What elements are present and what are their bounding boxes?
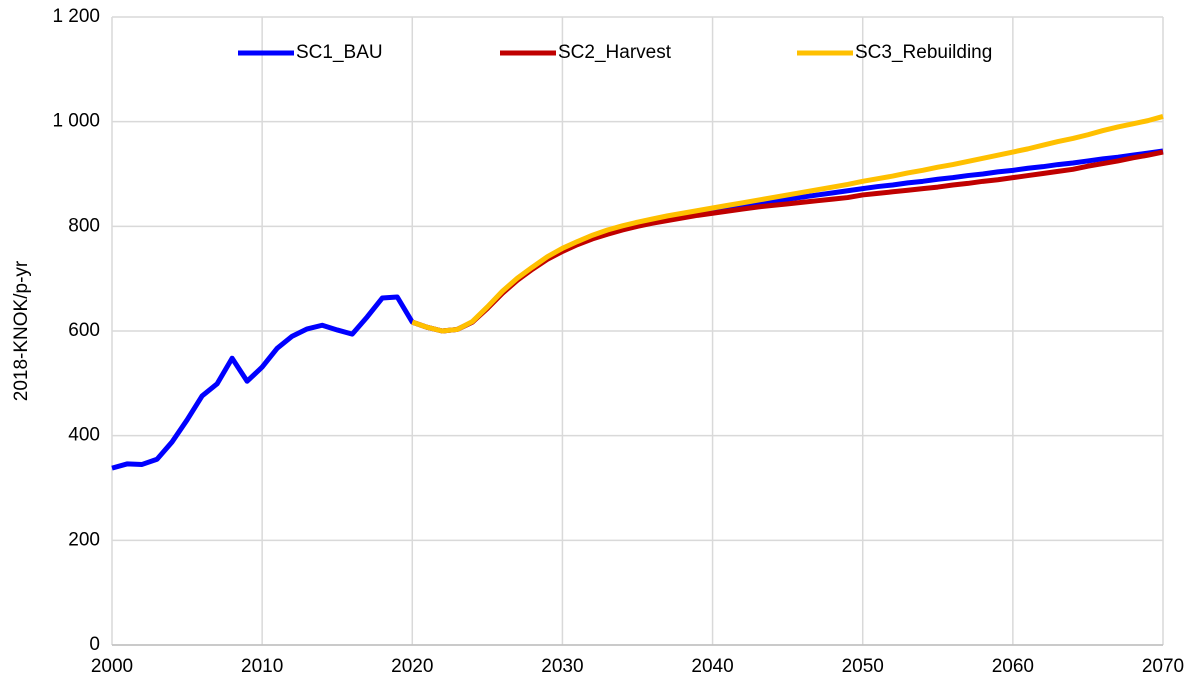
line <box>411 114 1164 334</box>
legend-label: SC2_Harvest <box>558 42 672 63</box>
y-tick-label: 1 200 <box>52 6 100 27</box>
y-axis-label: 2018-KNOK/p-yr <box>11 260 32 401</box>
legend-label: SC1_BAU <box>296 42 383 63</box>
x-tick-label: 2070 <box>1142 656 1184 677</box>
y-tick-label: 600 <box>68 320 100 341</box>
y-tick-label: 400 <box>68 425 100 446</box>
y-tick-label: 1 000 <box>52 111 100 132</box>
x-tick-label: 2050 <box>842 656 884 677</box>
line <box>411 149 1164 334</box>
x-tick-label: 2060 <box>992 656 1034 677</box>
line <box>111 148 1164 471</box>
x-tick-label: 2000 <box>91 656 133 677</box>
x-tick-label: 2010 <box>241 656 283 677</box>
x-tick-label: 2040 <box>691 656 733 677</box>
y-tick-label: 800 <box>68 215 100 236</box>
y-tick-label: 200 <box>68 529 100 550</box>
x-tick-label: 2030 <box>541 656 583 677</box>
legend-label: SC3_Rebuilding <box>855 42 992 63</box>
x-tick-label: 2020 <box>391 656 433 677</box>
y-tick-label: 0 <box>89 634 100 655</box>
